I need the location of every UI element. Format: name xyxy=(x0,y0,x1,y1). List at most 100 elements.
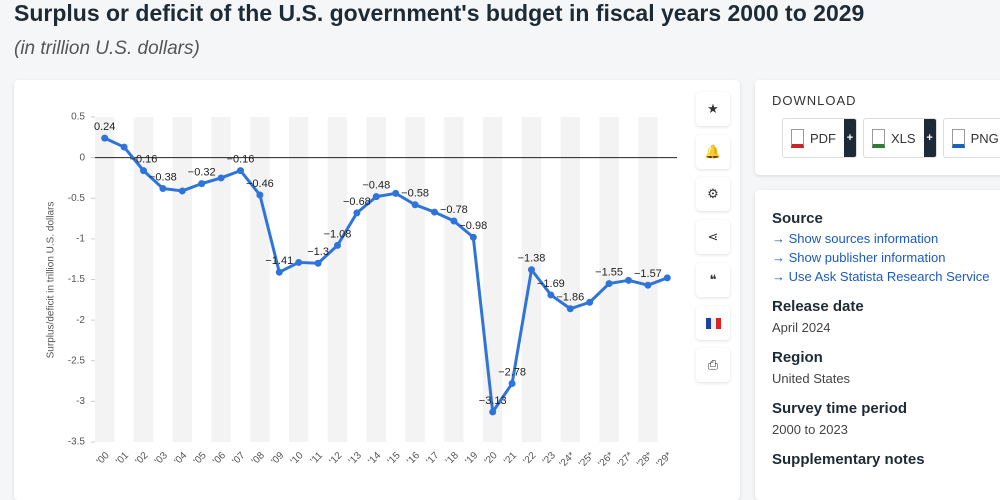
title: Surplus or deficit of the U.S. governmen… xyxy=(14,0,865,26)
x-tick-label: '00 xyxy=(95,450,112,467)
x-tick-label: '23 xyxy=(541,450,558,467)
print-button[interactable]: ⎙ xyxy=(696,348,730,382)
section-heading: Supplementary notes xyxy=(772,451,925,468)
language-button[interactable] xyxy=(696,306,730,340)
section-heading: Release date xyxy=(772,298,864,315)
data-label: −0.46 xyxy=(246,178,274,190)
point xyxy=(275,268,283,276)
section-heading: Survey time period xyxy=(772,400,908,417)
x-tick-label: '07 xyxy=(230,450,247,467)
bookmark-button[interactable]: ★ xyxy=(696,92,730,126)
data-label: −2.78 xyxy=(498,366,526,378)
point xyxy=(198,180,206,188)
column-band xyxy=(521,117,542,442)
plus: + xyxy=(923,119,936,157)
column-band xyxy=(560,117,580,442)
x-tick-label: '12 xyxy=(327,450,344,467)
y-tick-label: -2 xyxy=(76,315,85,326)
data-label: −1.86 xyxy=(556,292,584,304)
download-buttons: PDF+XLS+PNG+ xyxy=(782,118,1000,158)
point xyxy=(237,167,244,175)
x-tick-label: '10 xyxy=(289,450,306,467)
link-text[interactable]: Show publisher information xyxy=(788,250,946,265)
data-label: −1.08 xyxy=(324,228,352,240)
data-label: −0.78 xyxy=(440,204,468,216)
point xyxy=(140,167,147,175)
column-band xyxy=(483,117,503,442)
x-tick-label: '25* xyxy=(577,450,597,470)
download-button[interactable]: PNG+ xyxy=(942,118,1000,158)
x-tick-label: '19 xyxy=(463,450,480,467)
x-tick-label: '29* xyxy=(655,450,675,470)
file-icon xyxy=(951,128,965,148)
cite-button[interactable]: ❝ xyxy=(696,263,730,297)
data-label: −0.48 xyxy=(362,180,390,192)
point xyxy=(178,187,186,195)
info-card: Source → Show sources information → Show p… xyxy=(755,190,1000,500)
file-icon xyxy=(791,128,804,148)
x-tick-label: '22 xyxy=(521,450,538,467)
x-tick-label: '05 xyxy=(192,450,209,467)
point xyxy=(508,380,516,387)
x-tick-label: '02 xyxy=(133,450,150,467)
column-band xyxy=(327,117,348,442)
arrow: → xyxy=(772,269,789,284)
y-tick-label: -3.5 xyxy=(68,437,86,448)
section-text: United States xyxy=(772,371,851,386)
x-tick-label: '17 xyxy=(424,450,441,467)
share-button[interactable]: ⋖ xyxy=(696,220,730,254)
data-label: −1.38 xyxy=(518,253,546,265)
download-label: PDF xyxy=(810,130,836,146)
download-button[interactable]: XLS + xyxy=(863,118,937,158)
y-tick-label: -2.5 xyxy=(68,355,86,366)
point xyxy=(586,298,594,306)
column-band xyxy=(366,117,386,442)
column-band xyxy=(133,117,154,442)
data-label: −0.58 xyxy=(401,188,429,200)
x-tick-label: '15 xyxy=(386,450,403,467)
point xyxy=(431,208,438,216)
download-button[interactable]: PDF + xyxy=(782,118,857,158)
link-text[interactable]: Show sources information xyxy=(788,231,939,246)
data-label: −0.98 xyxy=(459,220,487,232)
column-band xyxy=(289,117,309,442)
y-tick-label: -3 xyxy=(76,396,85,407)
x-tick-label: '14 xyxy=(366,450,383,467)
data-label: 0.24 xyxy=(94,121,115,133)
y-tick-label: -1.5 xyxy=(68,274,86,285)
x-tick-label: '03 xyxy=(153,450,170,467)
download-title: DOWNLOAD xyxy=(772,93,857,108)
x-tick-label: '26* xyxy=(596,450,616,470)
point xyxy=(547,291,555,299)
y-tick-label: 0.5 xyxy=(71,112,85,123)
data-label: −1.69 xyxy=(537,278,565,290)
source-link[interactable]: → Show publisher information xyxy=(772,250,1000,265)
point xyxy=(256,191,264,199)
link-text[interactable]: Use Ask Statista Research Service xyxy=(788,269,990,284)
column-band xyxy=(250,117,270,442)
data-label: −1.41 xyxy=(265,255,293,267)
x-tick-label: '20 xyxy=(483,450,500,467)
x-tick-label: '21 xyxy=(502,450,519,467)
file-icon xyxy=(872,128,885,148)
point xyxy=(528,266,535,274)
alert-button[interactable]: 🔔 xyxy=(696,135,730,169)
page: Surplus or deficit of the U.S. governmen… xyxy=(14,0,1000,500)
point xyxy=(334,241,341,249)
point xyxy=(353,209,361,217)
settings-button[interactable]: ⚙ xyxy=(696,177,730,211)
point xyxy=(392,189,400,197)
source-link[interactable]: → Show sources information xyxy=(772,231,1000,246)
data-label: −0.68 xyxy=(343,196,371,208)
source-heading: Source xyxy=(772,210,823,227)
x-tick-label: '16 xyxy=(405,450,422,467)
arrow: → xyxy=(772,250,789,265)
x-tick-label: '28* xyxy=(635,450,655,470)
point xyxy=(663,274,671,282)
point xyxy=(101,134,109,142)
arrow: → xyxy=(772,231,789,246)
source-link[interactable]: → Use Ask Statista Research Service xyxy=(772,269,1000,284)
y-tick-label: -0.5 xyxy=(68,193,86,204)
download-card: DOWNLOAD PDF+XLS+PNG+ xyxy=(755,80,1000,175)
point xyxy=(644,281,652,289)
